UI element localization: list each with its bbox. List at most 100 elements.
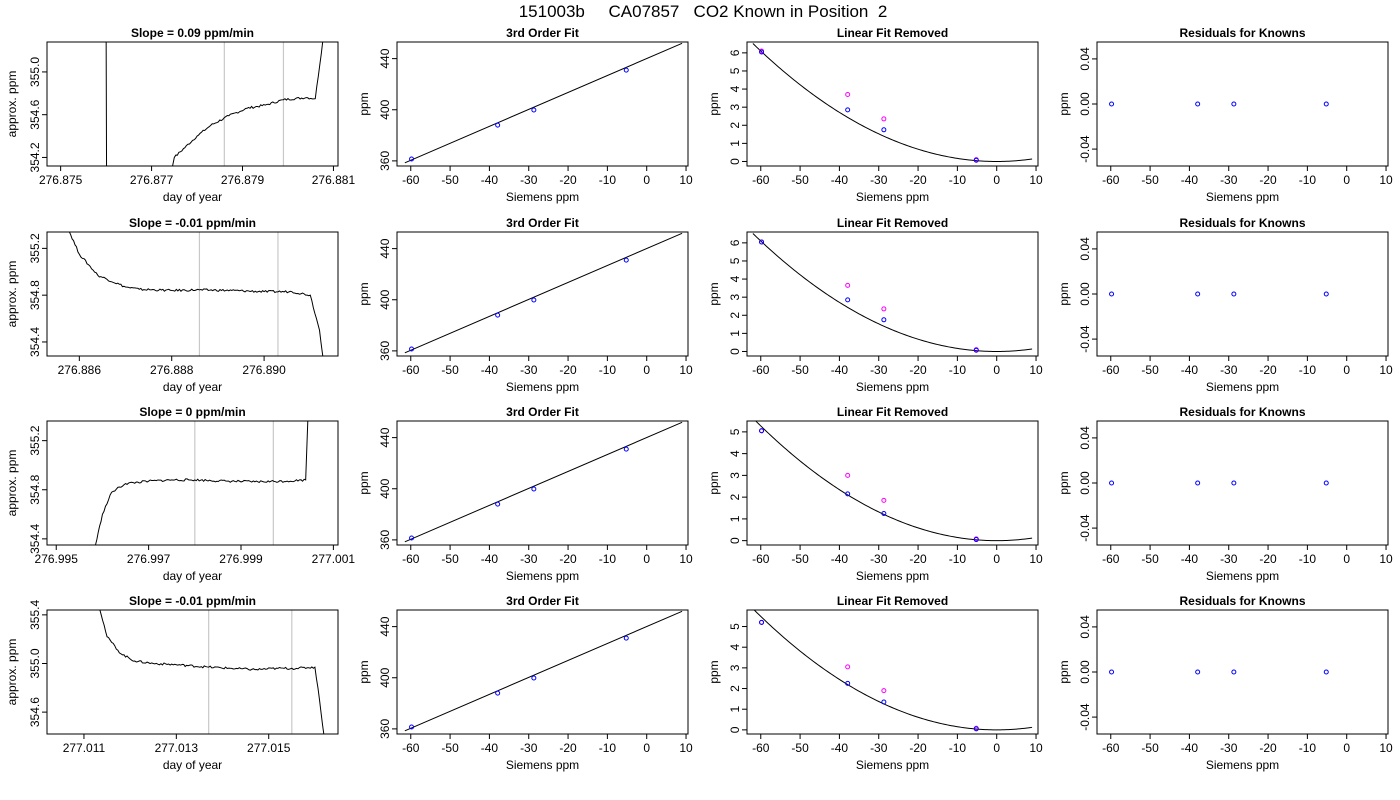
data-point (1231, 101, 1237, 107)
x-axis-label: Siemens ppm (1206, 190, 1279, 204)
x-tick-label: -10 (949, 173, 967, 187)
panel-r3-c1: Slope = 0 ppm/min 276.995 276.997 276.999 27… (5, 405, 355, 583)
panel-r3-c4: Residuals for Knowns -60 -50 -40 -30 -20 -10 0 1… (1057, 405, 1393, 583)
data-point (1195, 101, 1201, 107)
y-tick-label: 355.0 (28, 57, 42, 87)
x-tick-label: -40 (481, 363, 499, 377)
x-tick-label: -30 (520, 741, 538, 755)
y-tick-label: 1 (728, 140, 742, 147)
y-tick-label: 400 (378, 478, 392, 498)
x-tick-label: -30 (1220, 173, 1238, 187)
y-tick-label: 400 (378, 667, 392, 687)
plot-frame (396, 231, 689, 357)
y-tick-label: 440 (378, 48, 392, 68)
x-tick-label: 0 (643, 363, 650, 377)
x-tick-label: -20 (559, 552, 577, 566)
plot-frame (46, 231, 339, 357)
data-point (1109, 669, 1115, 675)
x-tick-label: -60 (1102, 552, 1120, 566)
data-layer (752, 233, 1033, 353)
panel-r4-c1: Slope = -0.01 ppm/min 277.011 277.013 277.0… (5, 594, 339, 772)
panel-title: 3rd Order Fit (506, 26, 579, 40)
x-tick-label: 0 (993, 363, 1000, 377)
x-tick-label: -30 (1220, 741, 1238, 755)
plot-frame (746, 231, 1039, 357)
x-tick-label: -20 (909, 741, 927, 755)
x-tick-label: 276.881 (312, 173, 356, 187)
x-tick-label: -40 (831, 363, 849, 377)
x-tick-label: -40 (831, 173, 849, 187)
data-point (845, 664, 851, 670)
x-tick-label: -40 (831, 741, 849, 755)
x-axis-label: Siemens ppm (1206, 569, 1279, 583)
y-axis-label: ppm (1057, 660, 1071, 683)
panel-r4-c2: 3rd Order Fit -60 -50 -40 -30 -20 -10 0 10 360 400… (357, 594, 693, 772)
fit-curve (752, 43, 1033, 162)
data-layer (404, 42, 683, 164)
x-tick-label: 10 (679, 741, 693, 755)
x-tick-label: -10 (599, 741, 617, 755)
panel-title: Linear Fit Removed (837, 594, 948, 608)
x-axis-label: day of year (163, 758, 222, 772)
data-point (1109, 480, 1115, 486)
panel-title: Linear Fit Removed (837, 405, 948, 419)
x-tick-label: -30 (520, 552, 538, 566)
data-point (881, 510, 887, 516)
y-tick-label: 2 (728, 122, 742, 129)
y-tick-label: 360 (378, 151, 392, 171)
y-tick-label: 355.2 (28, 233, 42, 263)
y-axis-label: ppm (707, 471, 721, 494)
x-tick-label: -30 (1220, 363, 1238, 377)
data-point (973, 347, 979, 353)
x-tick-label: 0 (993, 552, 1000, 566)
x-tick-label: -20 (909, 552, 927, 566)
x-tick-label: -40 (481, 741, 499, 755)
panel-r2-c3: Linear Fit Removed -60 -50 -40 -30 -20 -10 0 10 0… (707, 216, 1043, 394)
x-tick-label: -20 (909, 363, 927, 377)
y-tick-label: 2 (728, 685, 742, 692)
x-tick-label: -60 (1102, 173, 1120, 187)
data-point (409, 156, 415, 162)
data-point (1323, 480, 1329, 486)
y-tick-label: 0.04 (1078, 47, 1092, 71)
x-tick-label: 0 (643, 173, 650, 187)
data-layer (752, 43, 1033, 163)
data-point (409, 535, 415, 541)
data-point (623, 257, 629, 263)
plot-frame (396, 420, 689, 546)
y-tick-label: 0.00 (1078, 92, 1092, 116)
x-tick-label: -30 (520, 173, 538, 187)
x-tick-label: 0 (993, 173, 1000, 187)
y-tick-label: 354.6 (28, 697, 42, 727)
data-point (495, 312, 501, 318)
y-tick-label: 2 (728, 493, 742, 500)
data-layer (404, 232, 683, 354)
panel-r1-c2: 3rd Order Fit -60 -50 -40 -30 -20 -10 0 10 360 400… (357, 26, 693, 204)
panel-title: Residuals for Knowns (1179, 26, 1305, 40)
data-point (495, 122, 501, 128)
x-axis-label: Siemens ppm (1206, 758, 1279, 772)
data-point (1195, 669, 1201, 675)
data-layer (753, 610, 1033, 732)
panel-r3-c2: 3rd Order Fit -60 -50 -40 -30 -20 -10 0 10 360 400… (357, 405, 693, 583)
data-layer (1109, 101, 1329, 107)
x-tick-label: -10 (1299, 363, 1317, 377)
x-tick-label: -10 (949, 741, 967, 755)
x-tick-label: -50 (441, 552, 459, 566)
y-tick-label: 354.8 (28, 280, 42, 310)
fit-curve (755, 421, 1033, 542)
plot-frame (1096, 231, 1389, 357)
y-tick-label: 1 (728, 706, 742, 713)
data-layer (68, 232, 324, 356)
x-tick-label: 276.888 (150, 363, 194, 377)
data-point (759, 239, 765, 245)
x-tick-label: -50 (1141, 363, 1159, 377)
x-tick-label: -60 (752, 173, 770, 187)
y-tick-label: 0.00 (1078, 471, 1092, 495)
data-layer (99, 610, 325, 734)
data-point (881, 699, 887, 705)
data-point (1109, 291, 1115, 297)
x-tick-label: 10 (1029, 552, 1043, 566)
y-tick-label: 354.2 (28, 142, 42, 172)
